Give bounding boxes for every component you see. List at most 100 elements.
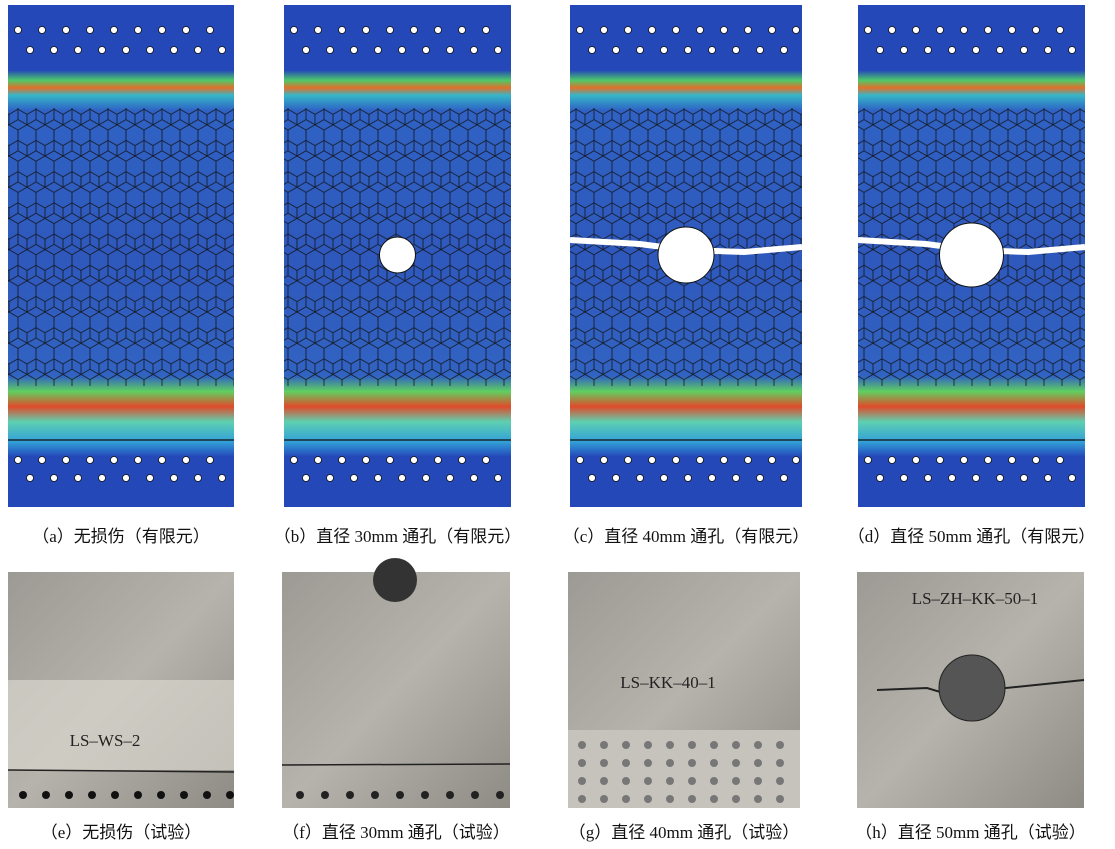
bolt-hole (685, 475, 692, 482)
bolt-hole (709, 475, 716, 482)
hole (373, 558, 417, 602)
bolt-hole (644, 759, 652, 767)
bolt-hole (399, 47, 406, 54)
bolt-hole (901, 475, 908, 482)
bolt-hole (483, 457, 490, 464)
bolt-hole (423, 47, 430, 54)
bolt-hole (644, 795, 652, 803)
bolt-hole (754, 759, 762, 767)
bolt-hole (949, 475, 956, 482)
bolt-hole (925, 475, 932, 482)
bolt-hole (937, 457, 944, 464)
bolt-hole (710, 777, 718, 785)
bolt-hole (649, 27, 656, 34)
bolt-hole (913, 457, 920, 464)
bolt-hole (315, 27, 322, 34)
bolt-hole (123, 475, 130, 482)
bolt-hole (483, 27, 490, 34)
bolt-hole (781, 47, 788, 54)
bolt-hole (754, 795, 762, 803)
bolt-hole (732, 795, 740, 803)
bolt-hole (27, 47, 34, 54)
bolt-hole (757, 47, 764, 54)
caption: （h）直径 50mm 通孔（试验） (855, 823, 1085, 842)
bolt-hole (1033, 27, 1040, 34)
bolt-hole (411, 457, 418, 464)
bolt-hole (666, 777, 674, 785)
bolt-hole (889, 457, 896, 464)
bolt-hole (688, 795, 696, 803)
bolt-hole (1021, 47, 1028, 54)
bolt-hole (399, 475, 406, 482)
bolt-hole (203, 791, 211, 799)
bolt-hole (732, 741, 740, 749)
bolt-hole (769, 27, 776, 34)
bolt-hole (87, 457, 94, 464)
bolt-hole (732, 777, 740, 785)
bolt-hole (688, 777, 696, 785)
bolt-hole (39, 27, 46, 34)
bolt-hole (757, 475, 764, 482)
bolt-hole (180, 791, 188, 799)
bolt-hole (733, 47, 740, 54)
hole (939, 655, 1005, 721)
bolt-hole (754, 777, 762, 785)
bolt-hole (577, 27, 584, 34)
bolt-hole (1057, 457, 1064, 464)
bolt-hole (622, 741, 630, 749)
bolt-hole (147, 475, 154, 482)
bolt-hole (387, 457, 394, 464)
bolt-hole (925, 47, 932, 54)
bolt-hole (351, 475, 358, 482)
bolt-hole (19, 791, 27, 799)
bolt-hole (435, 27, 442, 34)
bolt-hole (685, 47, 692, 54)
bolt-hole (135, 27, 142, 34)
bolt-hole (411, 27, 418, 34)
bolt-hole (183, 27, 190, 34)
bolt-hole (111, 791, 119, 799)
bolt-hole (99, 47, 106, 54)
bolt-hole (219, 47, 226, 54)
bolt-hole (745, 457, 752, 464)
bolt-hole (375, 475, 382, 482)
bolt-hole (1057, 27, 1064, 34)
bolt-hole (363, 27, 370, 34)
bolt-hole (371, 791, 379, 799)
bolt-hole (471, 791, 479, 799)
bolt-hole (877, 47, 884, 54)
bolt-hole (87, 27, 94, 34)
paint-band (8, 680, 234, 770)
bolt-hole (985, 27, 992, 34)
bolt-hole (745, 27, 752, 34)
bolt-hole (111, 27, 118, 34)
bolt-hole (697, 27, 704, 34)
bolt-hole (63, 27, 70, 34)
bolt-hole (459, 27, 466, 34)
bolt-hole (688, 741, 696, 749)
bolt-hole (447, 47, 454, 54)
bolt-hole (159, 27, 166, 34)
bolt-hole (496, 791, 504, 799)
bolt-hole (644, 777, 652, 785)
bolt-hole (622, 759, 630, 767)
bolt-hole (1045, 47, 1052, 54)
bolt-hole (51, 475, 58, 482)
bolt-hole (495, 475, 502, 482)
bolt-hole (601, 457, 608, 464)
bolt-hole (291, 27, 298, 34)
bolt-hole (793, 457, 800, 464)
bolt-hole (1033, 457, 1040, 464)
bolt-hole (601, 27, 608, 34)
bolt-hole (997, 47, 1004, 54)
bolt-hole (327, 475, 334, 482)
bolt-hole (375, 47, 382, 54)
bolt-hole (75, 475, 82, 482)
bolt-hole (1069, 47, 1076, 54)
bolt-hole (776, 741, 784, 749)
bolt-hole (697, 457, 704, 464)
bolt-hole (600, 741, 608, 749)
bolt-hole (666, 741, 674, 749)
bolt-hole (1009, 27, 1016, 34)
bolt-hole (435, 457, 442, 464)
